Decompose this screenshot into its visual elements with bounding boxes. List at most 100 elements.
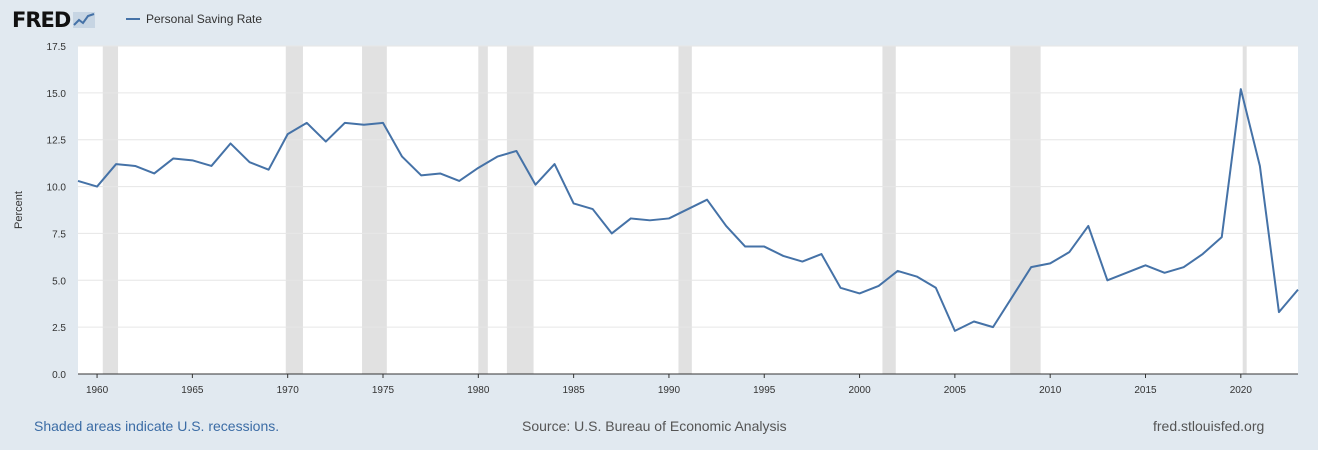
data-point-2015[interactable] xyxy=(1142,261,1150,269)
data-point-1961[interactable] xyxy=(112,160,120,168)
data-point-1987[interactable] xyxy=(608,229,616,237)
recession-note-link[interactable]: Shaded areas indicate U.S. recessions. xyxy=(34,418,280,434)
x-tick-label-5: 1985 xyxy=(563,385,586,396)
data-point-1999[interactable] xyxy=(837,284,845,292)
data-point-1988[interactable] xyxy=(627,214,635,222)
recession-band-0 xyxy=(102,46,119,374)
data-point-1972[interactable] xyxy=(322,138,330,146)
data-point-2013[interactable] xyxy=(1103,276,1111,284)
data-point-1997[interactable] xyxy=(798,258,806,266)
data-point-1964[interactable] xyxy=(169,154,177,162)
x-tick-label-11: 2015 xyxy=(1134,385,1157,396)
y-tick-label-2: 5.0 xyxy=(52,276,66,287)
recession-band-7 xyxy=(1010,46,1041,374)
data-point-1976[interactable] xyxy=(398,153,406,161)
legend-swatch xyxy=(126,18,140,20)
data-point-1968[interactable] xyxy=(246,158,254,166)
source-note: Source: U.S. Bureau of Economic Analysis xyxy=(522,418,787,434)
series-line-0[interactable] xyxy=(77,88,1299,332)
recession-band-2 xyxy=(362,46,387,374)
y-tick-label-0: 0.0 xyxy=(52,370,66,381)
x-tick-label-2: 1970 xyxy=(277,385,300,396)
legend[interactable]: Personal Saving Rate xyxy=(126,12,262,26)
data-point-2016[interactable] xyxy=(1161,269,1169,277)
data-point-1985[interactable] xyxy=(570,199,578,207)
data-point-1963[interactable] xyxy=(150,169,158,177)
x-tick-label-12: 2020 xyxy=(1230,385,1253,396)
data-point-1967[interactable] xyxy=(227,139,235,147)
recession-layer xyxy=(102,46,1247,374)
data-point-2011[interactable] xyxy=(1065,248,1073,256)
data-point-1965[interactable] xyxy=(188,156,196,164)
y-tick-label-7: 17.5 xyxy=(47,42,67,53)
data-point-2006[interactable] xyxy=(970,318,978,326)
data-point-1975[interactable] xyxy=(379,119,387,127)
data-point-1980[interactable] xyxy=(474,164,482,172)
x-tick-label-4: 1980 xyxy=(467,385,490,396)
data-point-1971[interactable] xyxy=(303,119,311,127)
data-point-2022[interactable] xyxy=(1275,308,1283,316)
data-point-2019[interactable] xyxy=(1218,233,1226,241)
site-link[interactable]: fred.stlouisfed.org xyxy=(1153,418,1265,434)
data-point-1989[interactable] xyxy=(646,216,654,224)
data-point-1977[interactable] xyxy=(417,171,425,179)
data-point-1978[interactable] xyxy=(436,169,444,177)
data-point-1974[interactable] xyxy=(360,121,368,129)
x-tick-label-1: 1965 xyxy=(181,385,204,396)
data-point-2018[interactable] xyxy=(1199,250,1207,258)
data-point-1986[interactable] xyxy=(589,205,597,213)
x-tick-label-6: 1990 xyxy=(658,385,681,396)
data-point-1960[interactable] xyxy=(93,183,101,191)
y-tick-label-3: 7.5 xyxy=(52,229,66,240)
data-point-1970[interactable] xyxy=(284,130,292,138)
data-point-1959[interactable] xyxy=(74,177,82,185)
data-point-1983[interactable] xyxy=(532,181,540,189)
data-point-1982[interactable] xyxy=(512,147,520,155)
data-point-1991[interactable] xyxy=(684,205,692,213)
data-point-1979[interactable] xyxy=(455,177,463,185)
y-axis-label: Percent xyxy=(13,191,25,229)
data-point-2021[interactable] xyxy=(1256,162,1264,170)
data-point-2017[interactable] xyxy=(1180,263,1188,271)
data-point-1995[interactable] xyxy=(760,243,768,251)
data-point-1996[interactable] xyxy=(779,252,787,260)
y-tick-label-5: 12.5 xyxy=(47,136,67,147)
data-point-2001[interactable] xyxy=(875,282,883,290)
data-point-1993[interactable] xyxy=(722,222,730,230)
data-point-1984[interactable] xyxy=(551,160,559,168)
recession-band-6 xyxy=(882,46,896,374)
data-point-2005[interactable] xyxy=(951,327,959,335)
data-point-2003[interactable] xyxy=(913,273,921,281)
data-point-2009[interactable] xyxy=(1027,263,1035,271)
data-point-1994[interactable] xyxy=(741,243,749,251)
data-point-2000[interactable] xyxy=(856,289,864,297)
data-point-2020[interactable] xyxy=(1237,85,1245,93)
y-tick-label-6: 15.0 xyxy=(47,89,67,100)
data-point-1992[interactable] xyxy=(703,196,711,204)
data-point-2010[interactable] xyxy=(1046,259,1054,267)
series-layer xyxy=(74,85,1302,335)
data-point-2008[interactable] xyxy=(1008,293,1016,301)
data-point-1981[interactable] xyxy=(493,153,501,161)
data-point-1966[interactable] xyxy=(207,162,215,170)
data-point-1969[interactable] xyxy=(265,166,273,174)
data-point-2014[interactable] xyxy=(1122,269,1130,277)
data-point-1962[interactable] xyxy=(131,162,139,170)
data-point-1998[interactable] xyxy=(817,250,825,258)
data-point-2023[interactable] xyxy=(1294,286,1302,294)
data-point-1990[interactable] xyxy=(665,214,673,222)
fred-logo[interactable]: FRED xyxy=(12,8,96,32)
data-point-2002[interactable] xyxy=(894,267,902,275)
grid-layer xyxy=(78,45,1298,375)
line-graph-icon xyxy=(73,12,96,28)
logo-text: FRED xyxy=(12,8,71,32)
x-tick-label-9: 2005 xyxy=(944,385,967,396)
data-point-2012[interactable] xyxy=(1084,222,1092,230)
data-point-1973[interactable] xyxy=(341,119,349,127)
data-point-2007[interactable] xyxy=(989,323,997,331)
x-axis: 1960 1965 1970 1975 1980 1985 1990 1995 2000 2005… xyxy=(86,374,1252,396)
data-point-2004[interactable] xyxy=(932,284,940,292)
y-tick-label-4: 10.0 xyxy=(47,183,67,194)
